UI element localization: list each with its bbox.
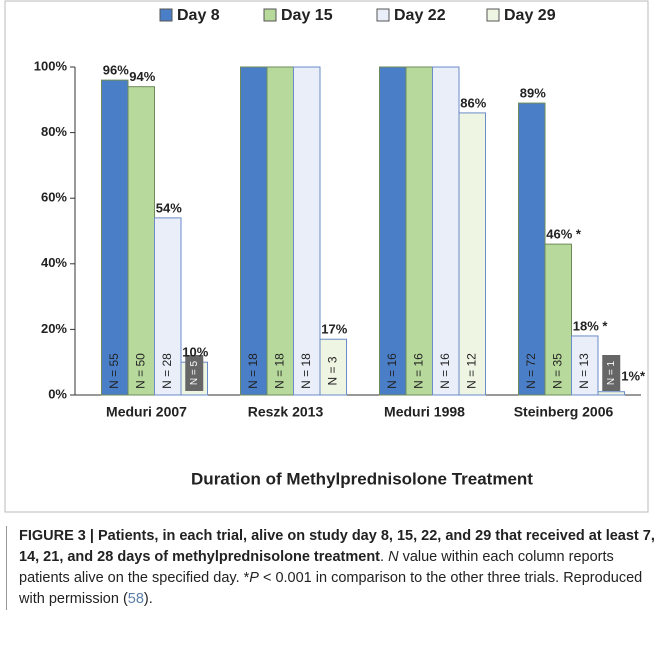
x-tick-label: Meduri 1998	[384, 404, 465, 420]
caption-text: N	[388, 549, 399, 565]
bar	[597, 391, 625, 396]
legend-swatch	[376, 8, 390, 22]
caption-text: P	[249, 570, 259, 586]
legend-label: Day 22	[394, 7, 446, 24]
bar	[432, 66, 460, 396]
data-label: 17%	[321, 322, 347, 337]
n-label: N = 55	[107, 353, 121, 389]
n-label: N = 13	[577, 353, 591, 389]
y-tick-label: 100%	[34, 58, 68, 73]
bar	[293, 66, 321, 396]
caption-text: value within each column reports patient…	[19, 549, 614, 586]
bar	[240, 66, 268, 396]
data-label: 46% *	[546, 227, 582, 242]
caption-text: < 0.001 in comparison to the other three…	[19, 570, 643, 607]
caption-title: FIGURE 3 | Patients, in each trial, aliv…	[19, 528, 654, 565]
legend-label: Day 15	[281, 7, 333, 24]
n-label: N = 18	[246, 353, 260, 389]
n-label: N = 12	[464, 353, 478, 389]
x-tick-label: Reszk 2013	[248, 404, 324, 420]
n-label: N = 16	[385, 353, 399, 389]
n-label: N = 35	[550, 353, 564, 389]
legend-label: Day 29	[504, 7, 556, 24]
y-tick-label: 20%	[41, 321, 67, 336]
data-label: 18% *	[573, 318, 609, 333]
caption-text: .	[380, 549, 389, 565]
bar	[405, 66, 433, 396]
bar	[319, 338, 347, 396]
y-tick-label: 60%	[41, 190, 67, 205]
caption: FIGURE 3 | Patients, in each trial, aliv…	[6, 526, 654, 610]
x-tick-label: Steinberg 2006	[514, 404, 614, 420]
y-tick-label: 80%	[41, 124, 67, 139]
n-label: N = 16	[411, 353, 425, 389]
x-axis-title: Duration of Methylprednisolone Treatment	[191, 469, 533, 488]
data-label: 10%	[182, 345, 208, 360]
data-label: 54%	[156, 200, 182, 215]
chart: Duration of Methylprednisolone Treatment…	[4, 0, 649, 513]
data-label: 86%	[460, 95, 486, 110]
data-label: 94%	[129, 69, 155, 84]
n-label: N = 5	[189, 360, 200, 385]
bar	[266, 66, 294, 396]
legend-label: Day 8	[177, 7, 220, 24]
n-label: N = 72	[524, 353, 538, 389]
bar	[101, 79, 129, 396]
legend-swatch	[159, 8, 173, 22]
n-label: N = 18	[299, 353, 313, 389]
data-label: 1%*	[621, 368, 646, 383]
bar	[518, 102, 546, 396]
caption-text: ).	[143, 591, 153, 607]
n-label: N = 1	[606, 360, 617, 385]
n-label: N = 16	[438, 353, 452, 389]
caption-link[interactable]: 58	[127, 591, 144, 607]
bar	[379, 66, 407, 396]
legend-swatch	[486, 8, 500, 22]
n-label: N = 3	[325, 356, 339, 385]
y-tick-label: 40%	[41, 255, 67, 270]
chart-frame	[4, 0, 649, 513]
n-label: N = 18	[272, 353, 286, 389]
bar	[154, 217, 182, 396]
bar	[127, 86, 155, 396]
n-label-box	[602, 355, 621, 391]
bar	[571, 335, 599, 396]
n-label: N = 28	[160, 353, 174, 389]
y-tick-label: 0%	[48, 386, 67, 401]
data-label: 89%	[520, 86, 546, 101]
n-label: N = 50	[133, 353, 147, 389]
n-label-box	[185, 355, 204, 391]
bar	[544, 243, 572, 396]
bar	[458, 112, 486, 396]
x-tick-label: Meduri 2007	[106, 404, 187, 420]
data-label: 96%	[103, 63, 129, 78]
legend-swatch	[263, 8, 277, 22]
